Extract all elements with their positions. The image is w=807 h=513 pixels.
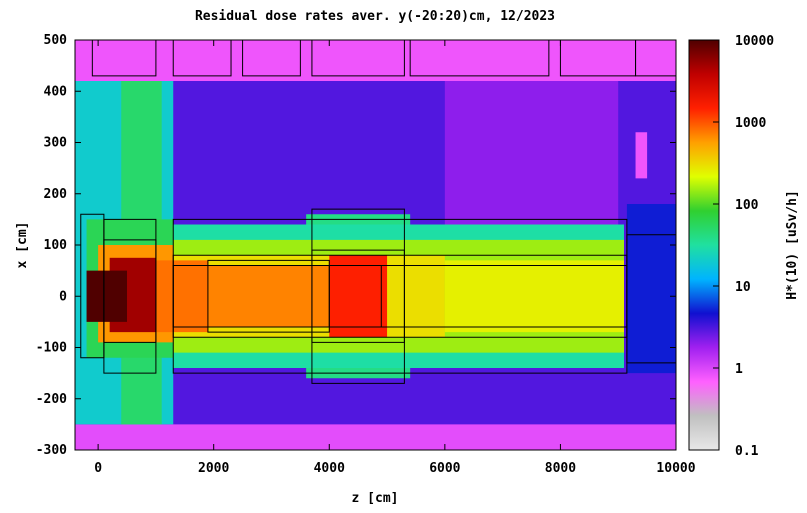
upper-structure-outline-0 (91, 40, 157, 77)
heatmap-region-15 (329, 255, 388, 338)
heatmap-region-14 (207, 265, 330, 327)
x-tick-label: 10000 (656, 461, 695, 476)
heatmap-region-18 (626, 204, 676, 374)
y-tick-label: 0 (59, 289, 67, 304)
colorbar-label: H*(10) [uSv/h] (785, 190, 800, 300)
y-tick-label: 200 (44, 187, 68, 202)
x-axis-label: z [cm] (352, 491, 399, 506)
x-axis-ticks: 0 2000 4000 6000 8000 10000 (94, 40, 696, 476)
colorbar-tick-label: 1000 (735, 116, 766, 131)
geometry-outline-2 (103, 239, 157, 343)
geometry-outline-10 (626, 234, 676, 364)
y-tick-label: 300 (44, 136, 68, 151)
x-tick-label: 8000 (545, 461, 576, 476)
colorbar-tick-label: 10 (735, 280, 751, 295)
colorbar-tick-label: 10000 (735, 34, 774, 49)
x-tick-label: 6000 (429, 461, 460, 476)
plot-area (75, 40, 676, 450)
colorbar-tick-label: 1 (735, 362, 743, 377)
geometry-outlines (80, 40, 676, 384)
y-tick-label: 500 (44, 33, 68, 48)
heatmap-region-10 (444, 260, 624, 333)
heatmap-region-13 (155, 260, 208, 333)
colorbar-ticks: 10000 1000 100 10 1 0.1 (713, 34, 774, 459)
heatmap-region-17 (86, 270, 128, 322)
y-tick-label: -200 (36, 392, 67, 407)
geometry-outline-8 (311, 249, 405, 343)
colorbar-tick-label: 0.1 (735, 444, 759, 459)
upper-structure-outline-2 (242, 40, 301, 77)
y-axis-label: x [cm] (15, 222, 30, 269)
x-tick-label: 0 (94, 461, 102, 476)
x-tick-label: 4000 (314, 461, 345, 476)
y-axis-ticks: -300 -200 -100 0 100 200 300 400 500 (36, 33, 676, 458)
x-tick-label: 2000 (198, 461, 229, 476)
y-tick-label: -300 (36, 443, 67, 458)
upper-structure-outline-1 (172, 40, 232, 77)
heatmap-regions (75, 40, 676, 450)
heatmap-region-2 (75, 424, 676, 450)
geometry-outline-9 (328, 265, 382, 328)
upper-structure-outline-4 (409, 40, 550, 77)
heatmap-region-19 (635, 132, 648, 179)
y-tick-label: -100 (36, 341, 67, 356)
upper-structure-outline-3 (311, 40, 405, 77)
y-tick-label: 400 (44, 84, 68, 99)
heatmap-region-1 (75, 40, 676, 81)
upper-structure-outline-6 (635, 40, 676, 77)
colorbar-tick-label: 100 (735, 198, 759, 213)
colorbar (688, 39, 720, 451)
y-tick-label: 100 (44, 238, 68, 253)
chart-title: Residual dose rates aver. y(-20:20)cm, 1… (195, 9, 555, 24)
